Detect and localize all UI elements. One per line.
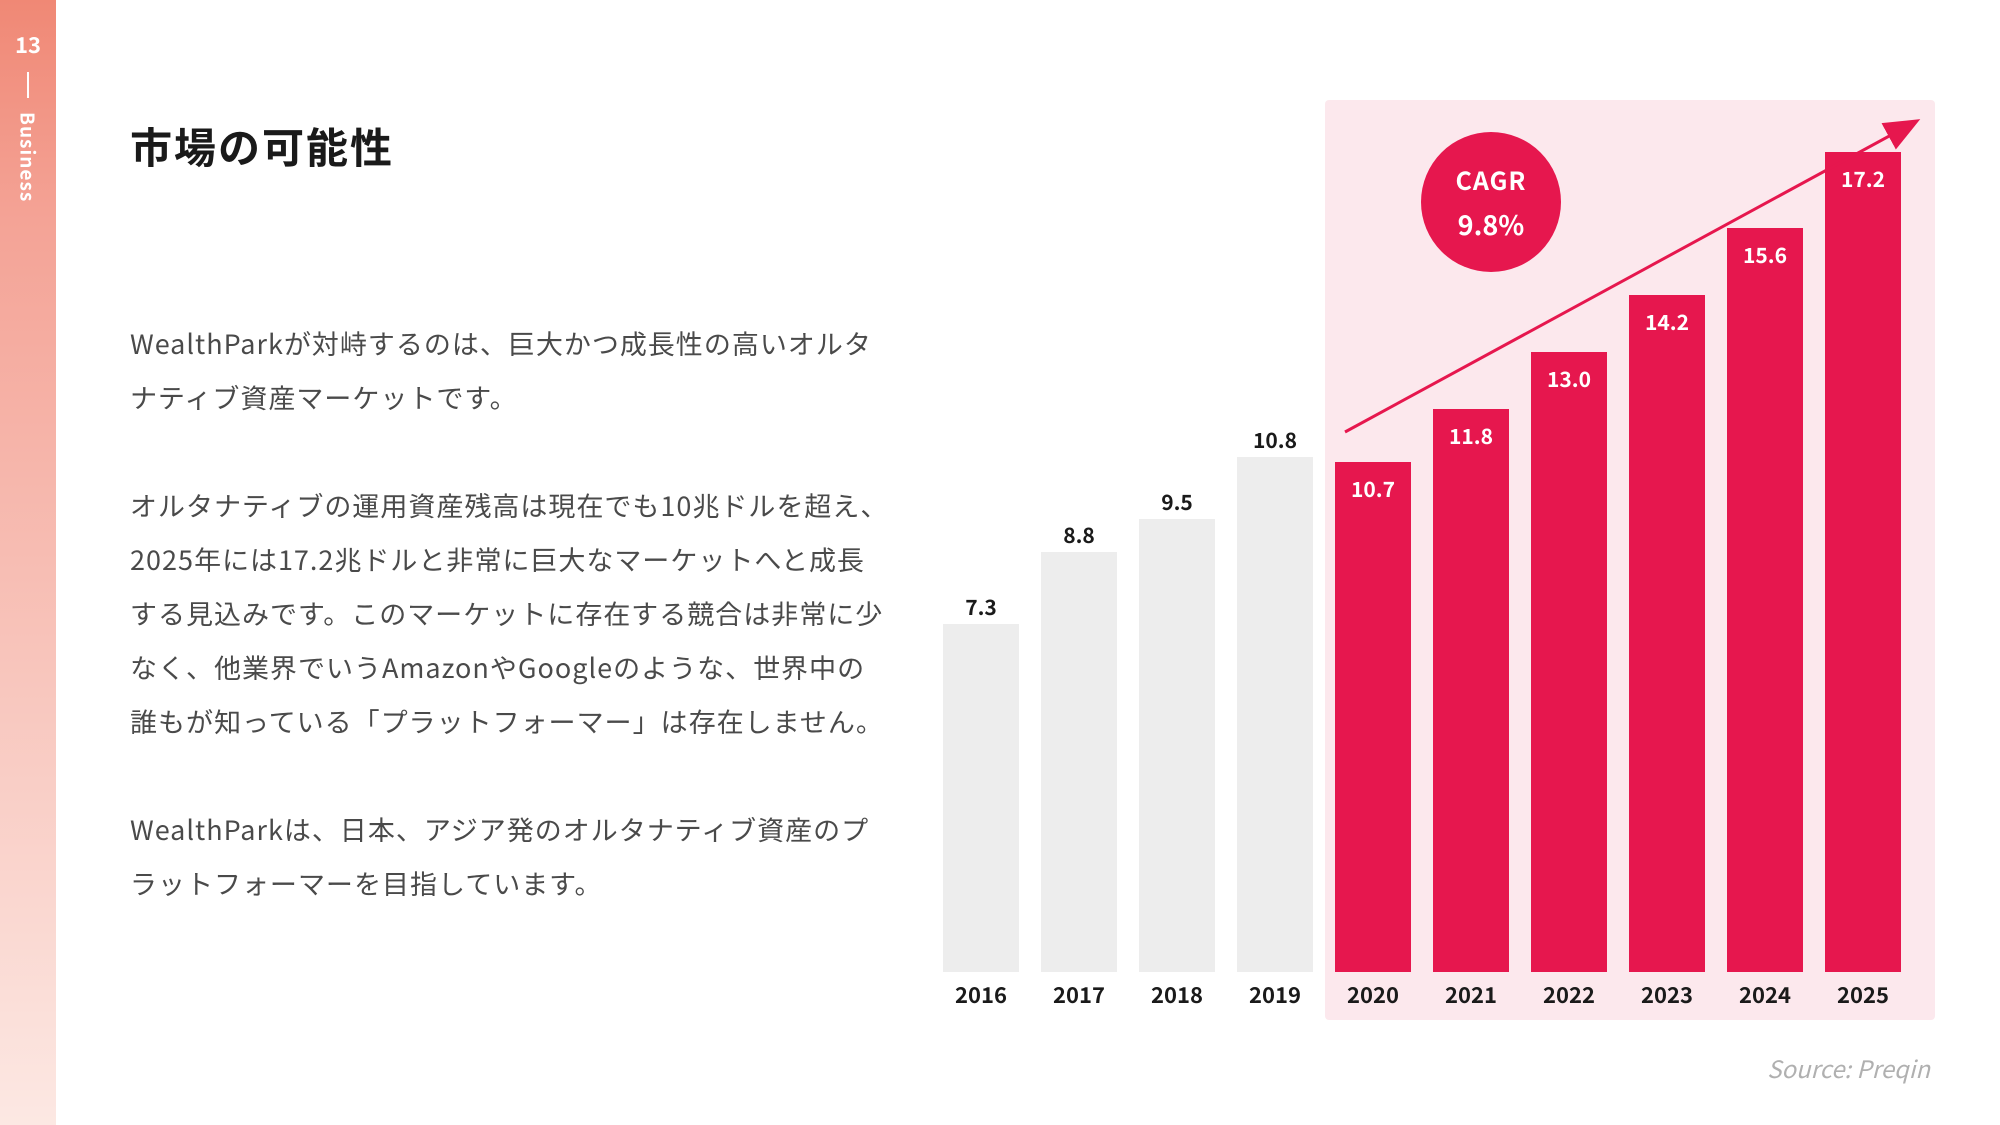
bar-year-label: 2020 xyxy=(1335,978,1411,1010)
bar-value-label: 15.6 xyxy=(1727,240,1803,270)
bar-2020: 10.7 xyxy=(1335,462,1411,972)
bar-2021: 11.8 xyxy=(1433,409,1509,972)
paragraph-1: WealthParkが対峙するのは、巨大かつ成長性の高いオルタナティブ資産マーケ… xyxy=(130,316,890,424)
bar-2017: 8.8 xyxy=(1041,552,1117,972)
bar-group-2020: 10.72020 xyxy=(1335,462,1411,972)
bar-group-2022: 13.02022 xyxy=(1531,352,1607,972)
text-content: 市場の可能性 WealthParkが対峙するのは、巨大かつ成長性の高いオルタナテ… xyxy=(130,115,890,964)
bar-group-2024: 15.62024 xyxy=(1727,228,1803,972)
paragraph-2: オルタナティブの運用資産残高は現在でも10兆ドルを超え、2025年には17.2兆… xyxy=(130,478,890,748)
bar-group-2017: 8.82017 xyxy=(1041,552,1117,972)
bar-2019: 10.8 xyxy=(1237,457,1313,972)
bar-year-label: 2021 xyxy=(1433,978,1509,1010)
bar-2018: 9.5 xyxy=(1139,519,1215,972)
bar-year-label: 2025 xyxy=(1825,978,1901,1010)
bar-year-label: 2023 xyxy=(1629,978,1705,1010)
bar-2024: 15.6 xyxy=(1727,228,1803,972)
bar-value-label: 13.0 xyxy=(1531,364,1607,394)
bar-year-label: 2024 xyxy=(1727,978,1803,1010)
bar-year-label: 2016 xyxy=(943,978,1019,1010)
bar-group-2025: 17.22025 xyxy=(1825,152,1901,972)
page-title: 市場の可能性 xyxy=(130,115,890,176)
cagr-value: 9.8% xyxy=(1458,204,1525,243)
sidebar-gradient xyxy=(0,220,56,1125)
sidebar-section-label: Business xyxy=(15,112,42,202)
page-number: 13 xyxy=(15,28,41,60)
bar-value-label: 10.7 xyxy=(1335,474,1411,504)
cagr-label: CAGR xyxy=(1456,162,1527,198)
bar-group-2019: 10.82019 xyxy=(1237,457,1313,972)
bar-year-label: 2022 xyxy=(1531,978,1607,1010)
bar-value-label: 9.5 xyxy=(1139,487,1215,517)
bar-value-label: 17.2 xyxy=(1825,164,1901,194)
bar-value-label: 7.3 xyxy=(943,592,1019,622)
bar-year-label: 2019 xyxy=(1237,978,1313,1010)
bar-group-2021: 11.82021 xyxy=(1433,409,1509,972)
bar-value-label: 11.8 xyxy=(1433,421,1509,451)
bar-group-2018: 9.52018 xyxy=(1139,519,1215,972)
cagr-badge: CAGR 9.8% xyxy=(1421,132,1561,272)
bar-2023: 14.2 xyxy=(1629,295,1705,972)
bar-group-2023: 14.22023 xyxy=(1629,295,1705,972)
bar-chart: CAGR 9.8% 7.320168.820179.5201810.820191… xyxy=(935,100,1935,1020)
bar-2022: 13.0 xyxy=(1531,352,1607,972)
bar-group-2016: 7.32016 xyxy=(943,624,1019,972)
bar-value-label: 8.8 xyxy=(1041,520,1117,550)
bar-2025: 17.2 xyxy=(1825,152,1901,972)
bar-year-label: 2018 xyxy=(1139,978,1215,1010)
bar-value-label: 14.2 xyxy=(1629,307,1705,337)
sidebar-tab: 13 Business xyxy=(0,0,56,220)
bar-2016: 7.3 xyxy=(943,624,1019,972)
bar-value-label: 10.8 xyxy=(1237,425,1313,455)
chart-source: Source: Preqin xyxy=(1767,1050,1930,1085)
bar-year-label: 2017 xyxy=(1041,978,1117,1010)
paragraph-3: WealthParkは、日本、アジア発のオルタナティブ資産のプラットフォーマーを… xyxy=(130,802,890,910)
sidebar-divider xyxy=(27,72,29,98)
body-text: WealthParkが対峙するのは、巨大かつ成長性の高いオルタナティブ資産マーケ… xyxy=(130,316,890,910)
